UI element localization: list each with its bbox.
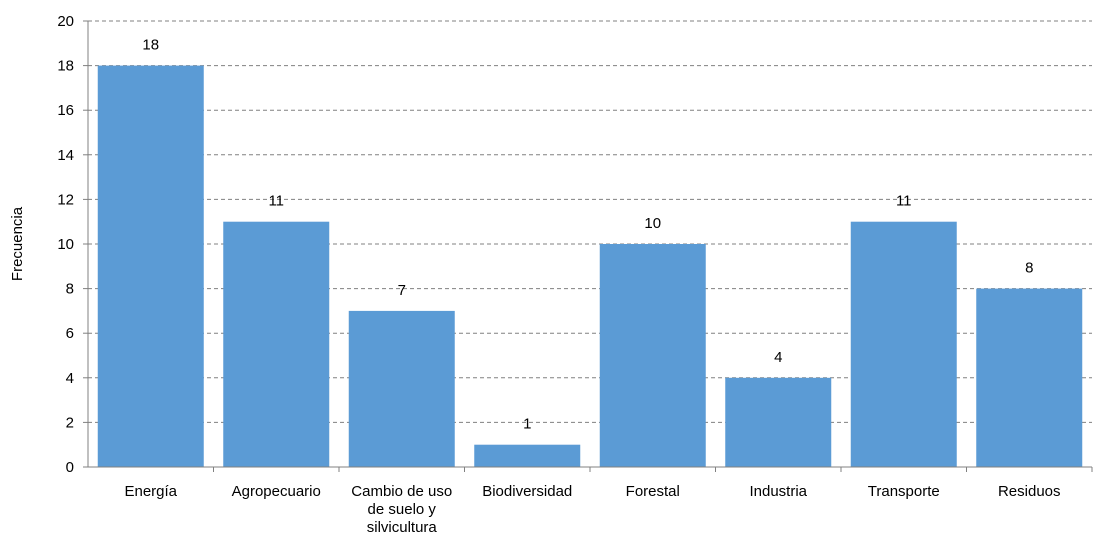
y-tick-label: 14 bbox=[57, 147, 74, 164]
x-category-label: Energía bbox=[124, 483, 177, 500]
y-tick-labels: 0 2 4 6 8 10 12 14 16 18 20 bbox=[57, 13, 74, 476]
x-category-label-line: Transporte bbox=[868, 483, 940, 500]
x-category-label: Cambio de uso de suelo y silvicultura bbox=[351, 483, 452, 536]
bar-data-label: 11 bbox=[896, 193, 912, 210]
y-tick-label: 12 bbox=[57, 191, 74, 208]
x-category-label-line: Biodiversidad bbox=[482, 483, 572, 500]
x-category-label-line: silvicultura bbox=[367, 519, 438, 536]
x-category-label-line: de suelo y bbox=[368, 501, 437, 518]
bar-data-label: 10 bbox=[644, 215, 661, 232]
axes bbox=[87, 21, 1093, 472]
bar bbox=[97, 65, 204, 467]
y-tick-label: 4 bbox=[66, 370, 74, 387]
y-axis-title: Frecuencia bbox=[9, 206, 26, 281]
x-category-label-line: Forestal bbox=[626, 483, 680, 500]
bar bbox=[474, 444, 581, 467]
bar bbox=[725, 377, 832, 467]
data-labels: 18 11 7 1 10 4 11 8 bbox=[142, 37, 1033, 433]
bar-data-label: 7 bbox=[398, 282, 406, 299]
y-tick-label: 8 bbox=[66, 281, 74, 298]
bar-data-label: 8 bbox=[1025, 260, 1033, 277]
bar bbox=[850, 221, 957, 467]
bar-data-label: 18 bbox=[142, 37, 159, 54]
y-tick-label: 10 bbox=[57, 236, 74, 253]
y-tick-label: 0 bbox=[66, 459, 74, 476]
bar bbox=[223, 221, 330, 467]
x-category-label: Industria bbox=[749, 483, 807, 500]
x-category-label: Residuos bbox=[998, 483, 1061, 500]
bar-data-label: 1 bbox=[523, 416, 531, 433]
x-category-label: Transporte bbox=[868, 483, 940, 500]
x-category-label-line: Industria bbox=[749, 483, 807, 500]
bars bbox=[97, 65, 1083, 467]
x-category-label: Forestal bbox=[626, 483, 680, 500]
y-tick-label: 18 bbox=[57, 58, 74, 75]
bar bbox=[976, 288, 1083, 467]
x-category-label: Biodiversidad bbox=[482, 483, 572, 500]
x-tick-labels: Energía Agropecuario Cambio de uso de suelo… bbox=[124, 483, 1060, 536]
bar-data-label: 11 bbox=[268, 193, 284, 210]
y-tick-label: 20 bbox=[57, 13, 74, 30]
x-category-label-line: Cambio de uso bbox=[351, 483, 452, 500]
x-category-label: Agropecuario bbox=[232, 483, 321, 500]
x-category-label-line: Residuos bbox=[998, 483, 1061, 500]
bar-data-label: 4 bbox=[774, 349, 782, 366]
x-category-label-line: Energía bbox=[124, 483, 177, 500]
y-tick-label: 16 bbox=[57, 102, 74, 119]
bar bbox=[348, 310, 455, 467]
y-tick-label: 2 bbox=[66, 414, 74, 431]
y-tick-label: 6 bbox=[66, 325, 74, 342]
x-category-label-line: Agropecuario bbox=[232, 483, 321, 500]
bar bbox=[599, 244, 706, 467]
